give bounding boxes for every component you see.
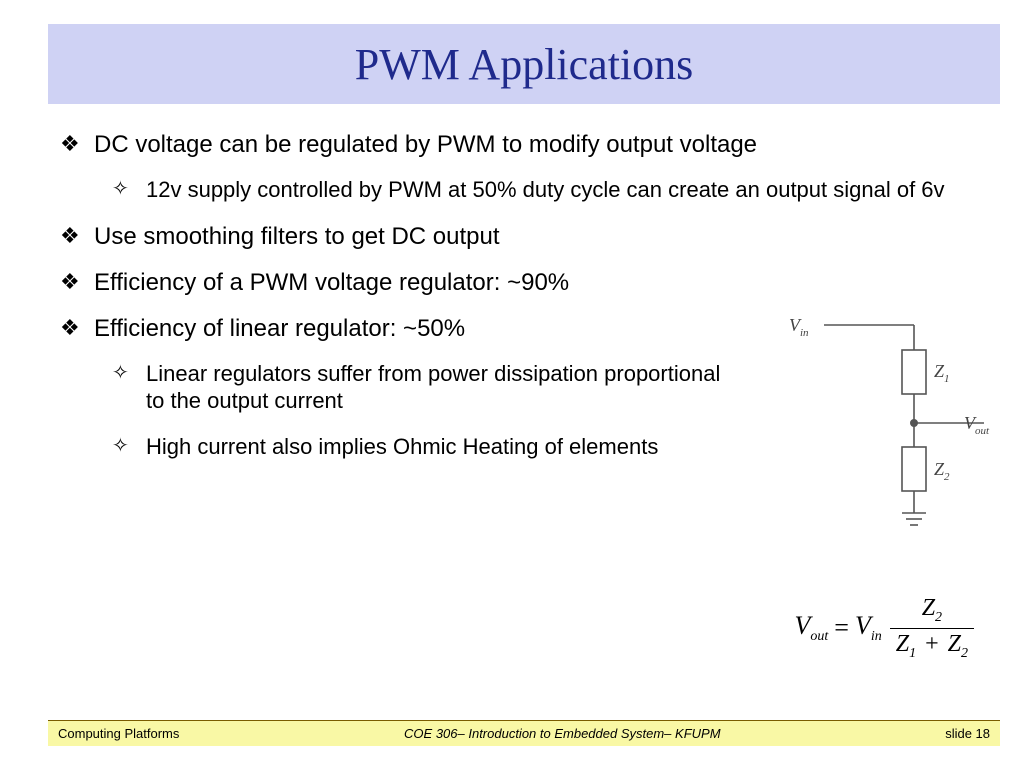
z2-label: Z2 bbox=[934, 459, 950, 483]
diamond-filled-icon: ❖ bbox=[60, 314, 94, 344]
subbullet-1-1: ✧ 12v supply controlled by PWM at 50% du… bbox=[112, 176, 994, 204]
bullet-1: ❖ DC voltage can be regulated by PWM to … bbox=[60, 130, 994, 160]
slide-title: PWM Applications bbox=[355, 39, 694, 90]
footer-right: slide 18 bbox=[945, 726, 990, 741]
voltage-divider-diagram: Vin Z1 Vout Z2 bbox=[774, 305, 1004, 545]
subbullet-text: 12v supply controlled by PWM at 50% duty… bbox=[146, 176, 994, 204]
diamond-filled-icon: ❖ bbox=[60, 222, 94, 252]
eq-vin: Vin bbox=[855, 611, 882, 645]
diamond-filled-icon: ❖ bbox=[60, 130, 94, 160]
bullet-text: Efficiency of a PWM voltage regulator: ~… bbox=[94, 268, 994, 298]
eq-lhs: Vout bbox=[795, 611, 829, 645]
numerator: Z2 bbox=[916, 595, 948, 626]
bullet-text: DC voltage can be regulated by PWM to mo… bbox=[94, 130, 994, 160]
footer-left: Computing Platforms bbox=[58, 726, 179, 741]
fraction: Z2 Z1 + Z2 bbox=[890, 595, 974, 662]
denominator: Z1 + Z2 bbox=[890, 631, 974, 662]
diamond-open-icon: ✧ bbox=[112, 433, 146, 461]
bullet-3: ❖ Efficiency of a PWM voltage regulator:… bbox=[60, 268, 994, 298]
diamond-filled-icon: ❖ bbox=[60, 268, 94, 298]
bullet-2: ❖ Use smoothing filters to get DC output bbox=[60, 222, 994, 252]
footer-center: COE 306– Introduction to Embedded System… bbox=[179, 726, 945, 741]
voltage-divider-equation: Vout = Vin Z2 Z1 + Z2 bbox=[795, 595, 975, 662]
title-bar: PWM Applications bbox=[48, 24, 1000, 104]
z1-label: Z1 bbox=[934, 361, 950, 385]
vout-label: Vout bbox=[964, 413, 990, 437]
diamond-open-icon: ✧ bbox=[112, 176, 146, 204]
bullet-text: Use smoothing filters to get DC output bbox=[94, 222, 994, 252]
diamond-open-icon: ✧ bbox=[112, 360, 146, 415]
slide-footer: Computing Platforms COE 306– Introductio… bbox=[48, 720, 1000, 746]
vin-label: Vin bbox=[789, 315, 809, 339]
fraction-bar bbox=[890, 628, 974, 629]
equals-sign: = bbox=[834, 613, 849, 643]
